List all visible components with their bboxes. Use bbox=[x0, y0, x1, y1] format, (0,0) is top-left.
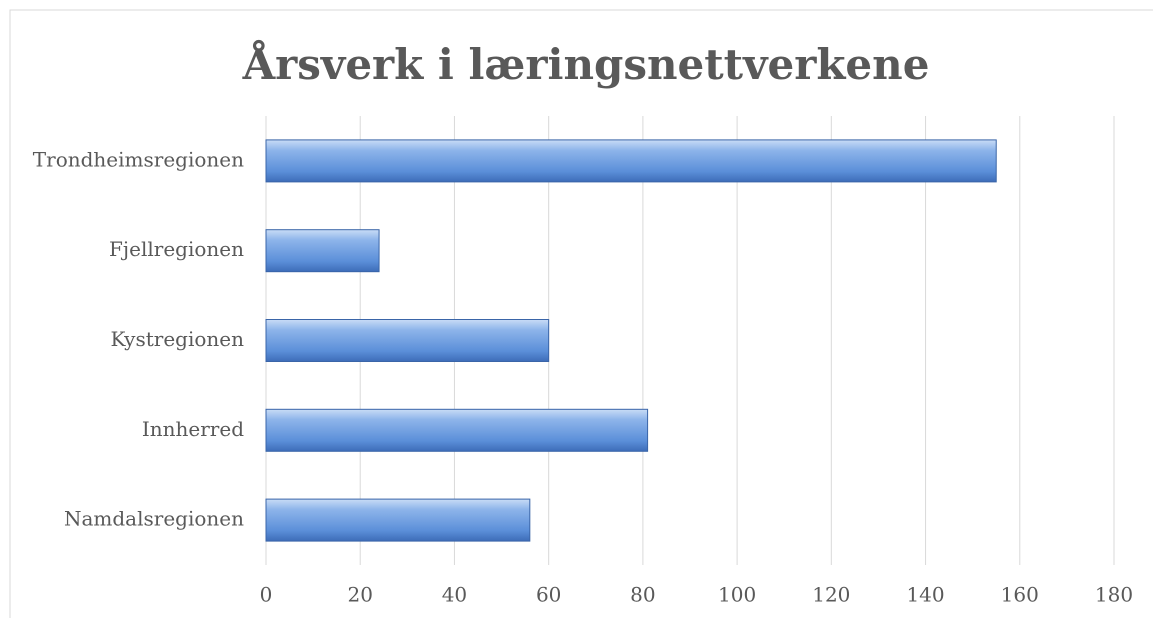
x-tick-label: 100 bbox=[718, 583, 756, 607]
x-tick-label: 140 bbox=[906, 583, 944, 607]
x-tick-label: 120 bbox=[812, 583, 850, 607]
bar bbox=[265, 408, 649, 452]
x-tick-label: 60 bbox=[536, 583, 561, 607]
chart-frame bbox=[9, 9, 1153, 618]
bar bbox=[265, 139, 997, 183]
x-tick-label: 40 bbox=[442, 583, 467, 607]
y-tick-label: Trondheimsregionen bbox=[33, 147, 244, 171]
chart-title: Årsverk i læringsnettverkene bbox=[242, 39, 930, 89]
x-tick-label: 20 bbox=[347, 583, 372, 607]
bar bbox=[265, 229, 380, 273]
bar bbox=[265, 319, 550, 362]
y-tick-label: Fjellregionen bbox=[109, 237, 244, 261]
bar bbox=[265, 498, 531, 542]
y-tick-label: Innherred bbox=[142, 417, 244, 441]
x-tick-label: 180 bbox=[1095, 583, 1133, 607]
x-tick-label: 80 bbox=[630, 583, 655, 607]
y-tick-label: Kystregionen bbox=[111, 327, 245, 351]
x-tick-label: 0 bbox=[260, 583, 273, 607]
x-tick-label: 160 bbox=[1001, 583, 1039, 607]
y-tick-label: Namdalsregionen bbox=[64, 507, 244, 531]
